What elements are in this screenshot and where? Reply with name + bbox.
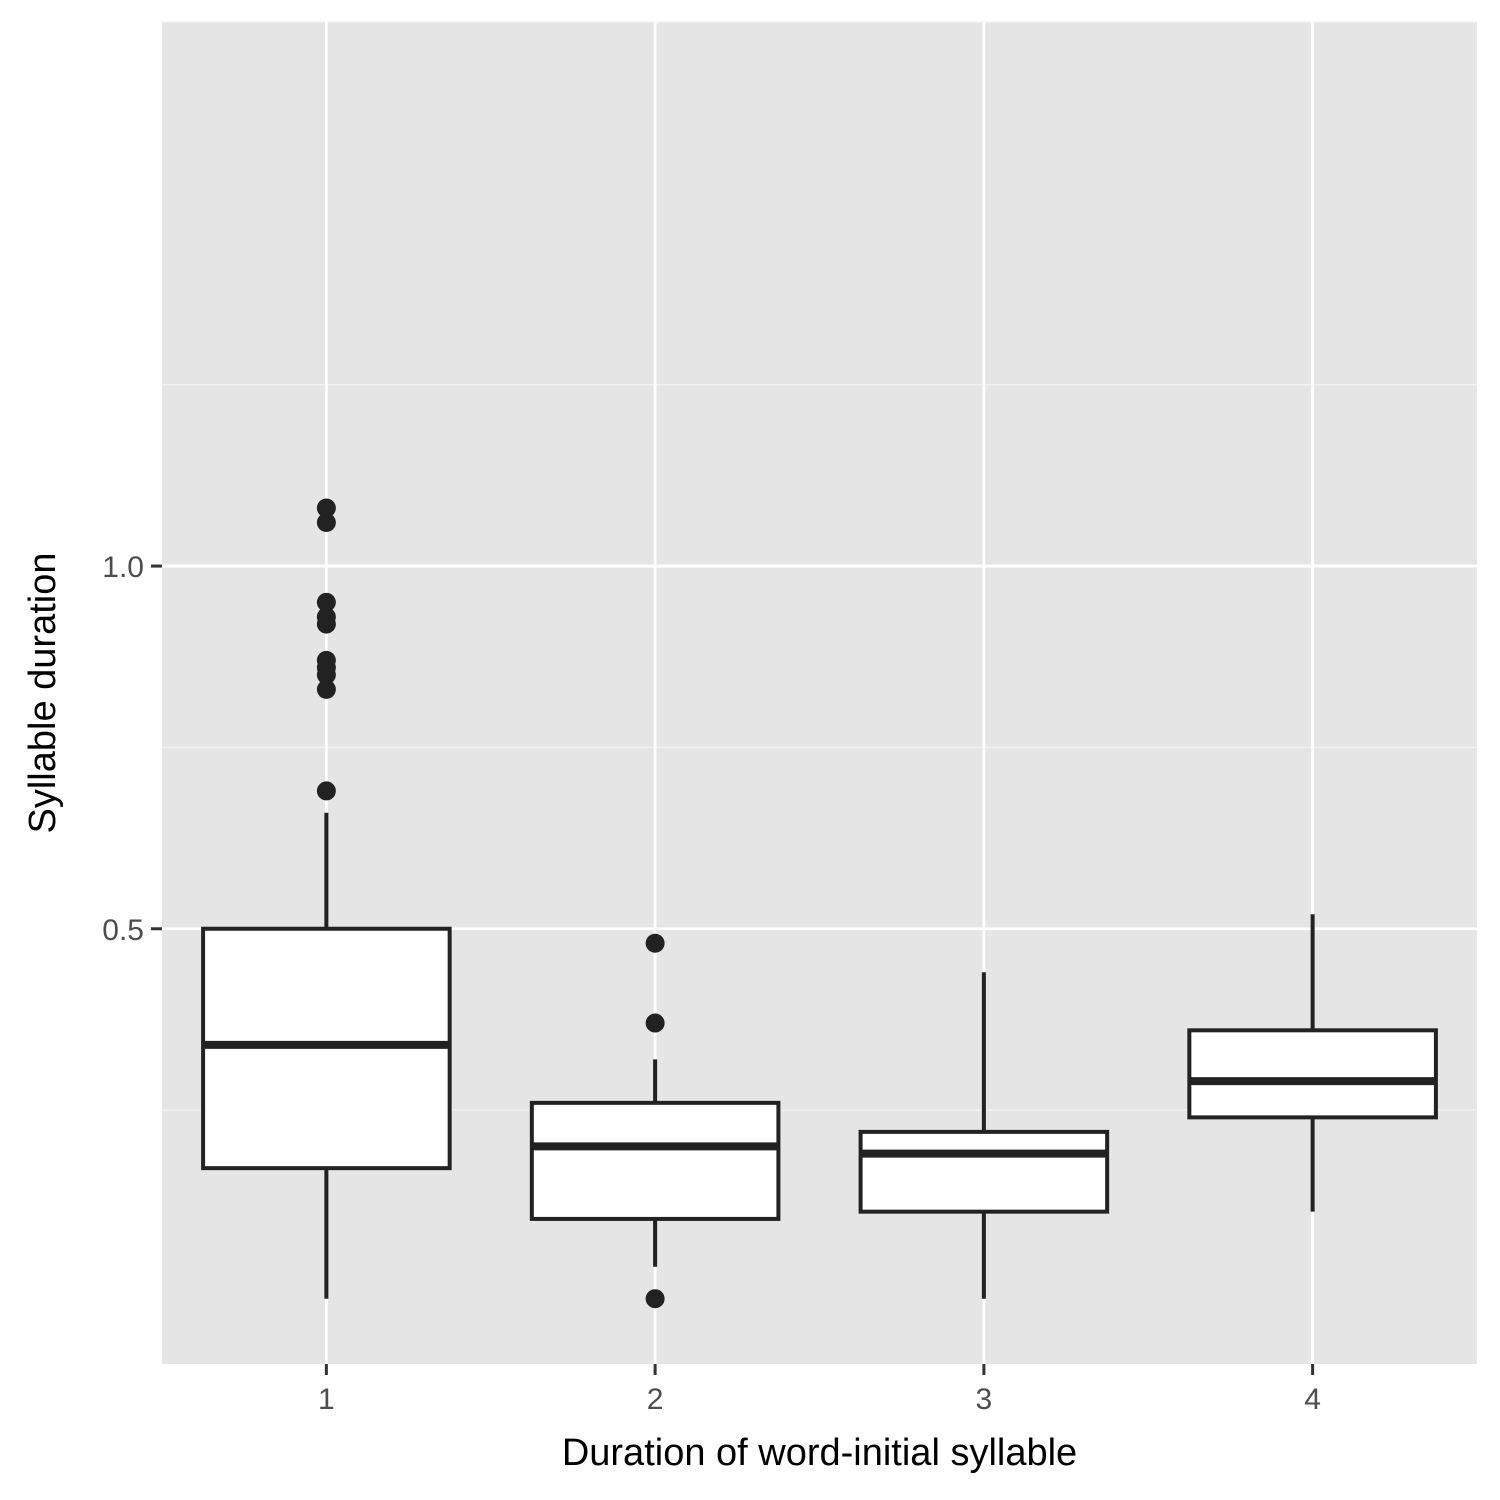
y-tick-label: 1.0 — [102, 551, 144, 584]
outlier-point — [645, 1013, 665, 1033]
x-tick-label: 1 — [318, 1383, 335, 1416]
iqr-box — [858, 1129, 1110, 1214]
y-axis-title: Syllable duration — [22, 553, 64, 834]
x-tick-label: 3 — [976, 1383, 993, 1416]
outlier-point — [316, 650, 336, 670]
box-3 — [858, 972, 1110, 1299]
iqr-box — [529, 1100, 781, 1221]
outlier-point — [316, 607, 336, 627]
outlier-point — [316, 781, 336, 801]
box-1 — [201, 498, 452, 1299]
y-tick-label: 0.5 — [102, 914, 144, 947]
outlier-point — [645, 933, 665, 953]
iqr-box — [1187, 1028, 1438, 1120]
x-tick-label: 2 — [647, 1383, 664, 1416]
x-axis-title: Duration of word-initial syllable — [562, 1432, 1077, 1474]
box-series — [201, 498, 1438, 1309]
outlier-point — [316, 498, 336, 518]
outlier-point — [316, 513, 336, 533]
outlier-point — [316, 592, 336, 612]
outlier-point — [316, 679, 336, 699]
box-2 — [529, 933, 781, 1309]
x-tick-label: 4 — [1304, 1383, 1321, 1416]
outlier-point — [645, 1289, 665, 1309]
box-4 — [1187, 914, 1438, 1212]
axes: 0.5 1.0 1 2 3 4 — [102, 551, 1321, 1416]
